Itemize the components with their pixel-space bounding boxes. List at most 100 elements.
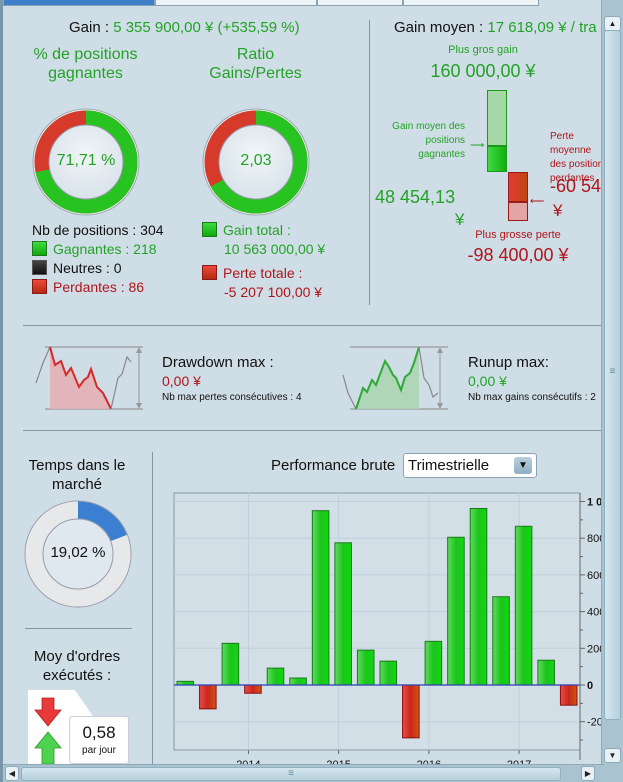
biggest-gain-label: Plus gros gain [448, 44, 518, 56]
vertical-scrollbar[interactable]: ▲ ≡ ▼ [601, 0, 623, 782]
donut-time-segment [25, 501, 131, 607]
time-in-market-donut [24, 500, 132, 608]
gain-value: 5 355 900,00 ¥ (+535,59 %) [113, 19, 300, 36]
divider [152, 452, 153, 764]
bar [289, 677, 307, 686]
grip-icon: ≡ [609, 366, 616, 377]
neutral-text: Neutres : 0 [53, 260, 122, 276]
total-gain-label: Gain total : [223, 222, 291, 238]
grip-icon: ≡ [288, 768, 294, 779]
period-select[interactable]: Trimestrielle ▼ [403, 453, 537, 478]
tab-4[interactable] [403, 0, 539, 6]
avg-gain-bar [487, 146, 507, 172]
bar [266, 667, 285, 686]
orders-value-box: 0,58 par jour [69, 716, 129, 764]
plot-area [173, 492, 581, 751]
orders-title: Moy d'ordres exécutés : [33, 648, 121, 684]
divider [25, 628, 132, 629]
avg-loss-label: Perte moyenne des positions perdantes [550, 130, 604, 186]
avg-loss-currency: ¥ [553, 201, 563, 220]
scroll-up-button[interactable]: ▲ [604, 16, 621, 31]
performance-label: Performance brute [271, 457, 396, 474]
orders-value: 0,58 [82, 723, 116, 742]
x-tick-label: 2014 [236, 759, 260, 765]
donut-gain-segment [204, 110, 308, 214]
avg-win-label: Gain moyen des positions gagnantes [392, 121, 465, 160]
bar [334, 542, 352, 686]
avg-gain-value: 17 618,09 ¥ / tra [487, 19, 597, 36]
time-in-market-value: 19,02 % [50, 544, 106, 561]
total-loss-label: Perte totale : [223, 265, 303, 281]
avg-win-currency: ¥ [455, 210, 465, 229]
scroll-right-button[interactable]: ▶ [581, 766, 595, 781]
runup-max-consecutive-gains: Nb max gains consécutifs : 2 [468, 392, 596, 403]
gain-label: Gain : [69, 19, 110, 36]
win-pct-donut [32, 108, 140, 216]
avg-gain-label: Gain moyen : [394, 19, 484, 36]
runup-value: 0,00 ¥ [468, 373, 507, 389]
win-pct-title: % de positions gagnantes [33, 46, 138, 82]
y-tick-label: 600 [587, 570, 604, 582]
y-tick-label: 200 [587, 643, 604, 655]
bar [424, 640, 443, 686]
green-swatch-icon [202, 222, 217, 237]
bar [492, 596, 510, 686]
arrow-down-icon [34, 697, 62, 727]
biggest-gain-value: 160 000,00 ¥ [430, 61, 536, 81]
tab-2[interactable] [155, 0, 317, 6]
bar [514, 525, 533, 686]
avg-loss-label-text: Perte moyenne des positions perdantes [550, 131, 604, 184]
donut-center [42, 518, 114, 590]
tab-3[interactable] [317, 0, 403, 6]
positions-total: Nb de positions : 304 [32, 222, 164, 238]
x-tick-label: 2017 [507, 759, 531, 765]
positions-neutral: Neutres : 0 [32, 259, 164, 278]
red-swatch-icon [202, 265, 217, 280]
period-select-value: Trimestrielle [408, 457, 490, 474]
red-swatch-icon [32, 279, 47, 294]
bar [447, 536, 465, 686]
average-gain: Gain moyen : 17 618,09 ¥ / tra [394, 19, 604, 36]
y-tick-label: 800 [587, 533, 604, 545]
chevron-down-icon[interactable]: ▼ [514, 457, 532, 474]
donut-center [218, 124, 294, 200]
total-loss-row: Perte totale : [202, 264, 325, 283]
divider [369, 20, 370, 305]
bar [199, 684, 217, 710]
bar [469, 507, 488, 686]
divider [23, 430, 603, 431]
total-gain-value: 10 563 000,00 ¥ [224, 241, 326, 257]
positions-winners: Gagnantes : 218 [32, 240, 164, 259]
total-gain: Gain : 5 355 900,00 ¥ (+535,59 %) [69, 19, 300, 36]
arrow-left-icon: ⟵ [530, 196, 545, 207]
horizontal-scroll-thumb[interactable]: ≡ [21, 767, 561, 781]
scroll-left-button[interactable]: ◀ [5, 766, 19, 781]
scroll-down-button[interactable]: ▼ [604, 748, 621, 763]
donut-center [48, 124, 124, 200]
orders-unit: par jour [82, 745, 116, 756]
bar [311, 510, 330, 686]
orders-arrows-icon [34, 697, 62, 765]
bar [356, 649, 375, 686]
runup-chart-icon [342, 346, 448, 410]
arrow-right-icon: ⟶ [470, 140, 485, 151]
gain-range-bar [487, 90, 507, 146]
tab-strip [3, 0, 603, 6]
bar [537, 659, 555, 686]
vertical-scroll-thumb[interactable]: ≡ [604, 30, 621, 720]
time-in-market-title: Temps dans le marché [28, 457, 126, 493]
losers-text: Perdantes : 86 [53, 279, 145, 295]
green-swatch-icon [32, 241, 47, 256]
bar [244, 684, 262, 694]
horizontal-scrollbar[interactable]: ◀ ≡ ▶ [3, 764, 604, 782]
totals: Gain total : 10 563 000,00 ¥ Perte total… [202, 221, 325, 302]
tab-1[interactable] [3, 0, 155, 6]
drawdown-max-consecutive-losses: Nb max pertes consécutives : 4 [162, 392, 302, 403]
arrow-up-icon [34, 731, 62, 765]
winners-text: Gagnantes : 218 [53, 241, 157, 257]
win-pct-value: 71,71 % [56, 152, 116, 169]
avg-loss-bar [508, 172, 528, 202]
runup-label: Runup max: [468, 354, 549, 371]
bar [559, 684, 578, 706]
